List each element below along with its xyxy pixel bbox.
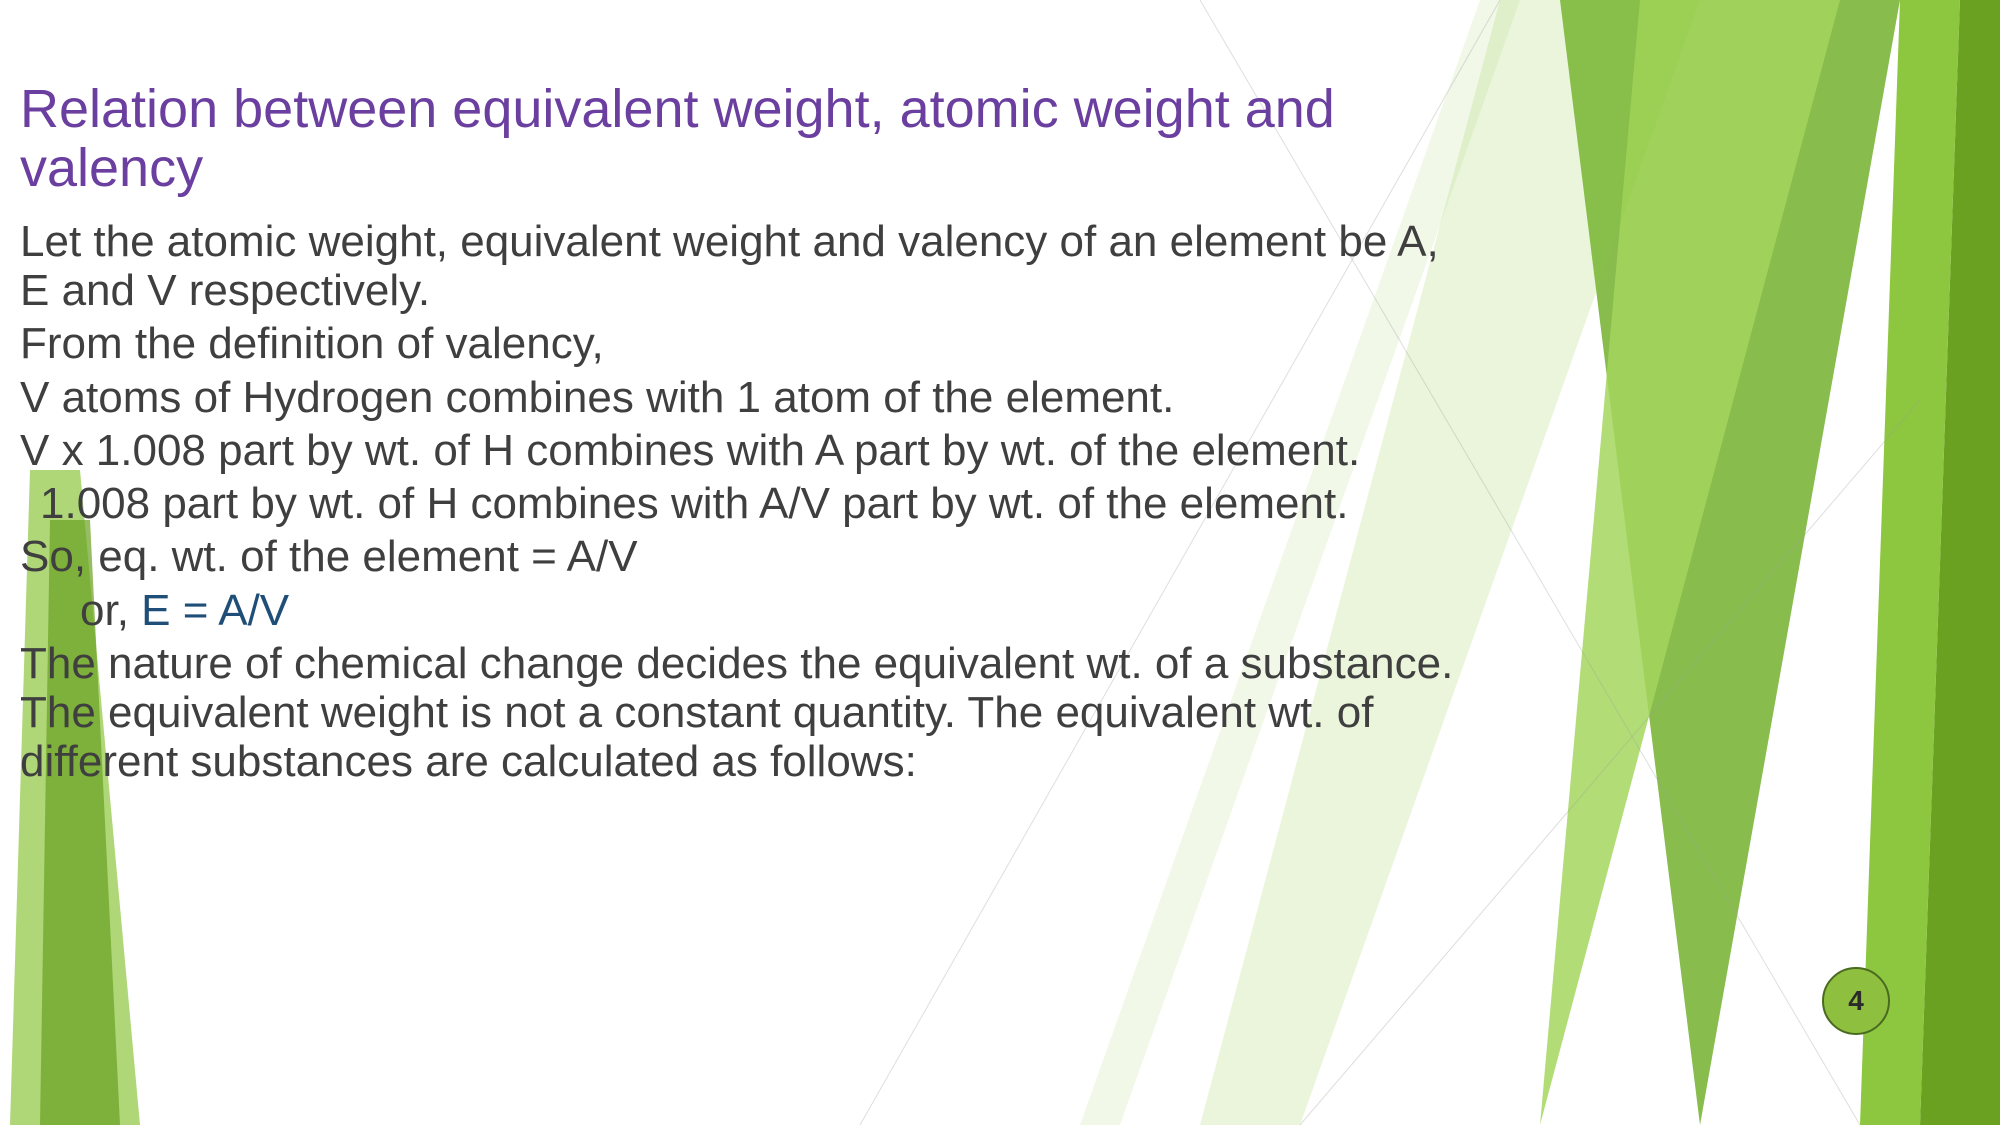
slide-title: Relation between equivalent weight, atom… [20,80,1460,199]
slide: Relation between equivalent weight, atom… [0,0,2000,1125]
body-line-5: 1.008 part by wt. of H combines with A/V… [20,479,1460,528]
body-line-7: or, E = A/V [20,586,1460,635]
body-line-2: From the definition of valency, [20,319,1460,368]
page-number: 4 [1848,985,1864,1017]
body-line-3: V atoms of Hydrogen combines with 1 atom… [20,373,1460,422]
formula: E = A/V [141,586,289,635]
body-line-4: V x 1.008 part by wt. of H combines with… [20,426,1460,475]
body-line-7-prefix: or, [80,586,141,635]
body-line-8: The nature of chemical change decides th… [20,639,1460,787]
body-line-1: Let the atomic weight, equivalent weight… [20,217,1460,316]
content-area: Relation between equivalent weight, atom… [0,0,2000,787]
page-number-badge: 4 [1822,967,1890,1035]
body-line-6: So, eq. wt. of the element = A/V [20,532,1460,581]
